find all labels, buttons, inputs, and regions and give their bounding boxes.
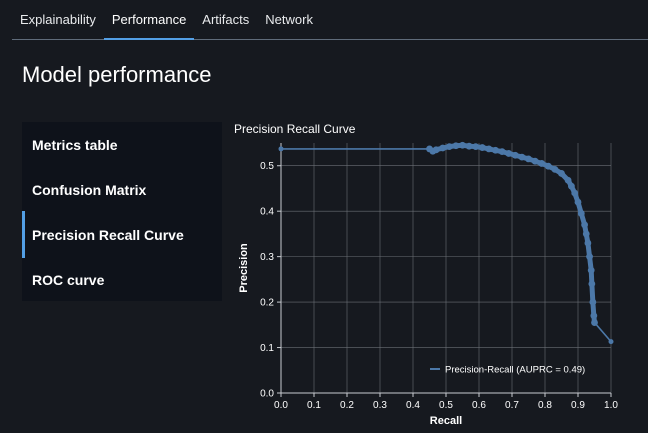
legend-label: Precision-Recall (AUPRC = 0.49)	[445, 365, 585, 376]
side-nav-item-metrics-table[interactable]: Metrics table	[32, 136, 118, 153]
x-tick-label: 1.0	[604, 400, 618, 411]
x-tick-label: 0.4	[406, 400, 420, 411]
tab-artifacts[interactable]: Artifacts	[202, 12, 250, 27]
x-tick-label: 0.8	[538, 400, 552, 411]
y-tick-label: 0.4	[260, 207, 274, 218]
x-axis-label: Recall	[430, 415, 462, 427]
x-tick-label: 0.2	[340, 400, 354, 411]
y-tick-label: 0.2	[260, 298, 274, 309]
chart-panel: Precision Recall Curve 0.0 0.1 0.2 0.3 0.4 0.…	[230, 118, 648, 433]
x-tick-label: 0.0	[274, 400, 288, 411]
x-tick-label: 0.1	[307, 400, 321, 411]
page-title: Model performance	[22, 62, 212, 87]
tab-explainability[interactable]: Explainability	[20, 12, 96, 27]
chart-title: Precision Recall Curve	[234, 122, 356, 136]
x-tick-label: 0.7	[505, 400, 519, 411]
x-tick-label: 0.5	[439, 400, 453, 411]
y-axis-label: Precision	[238, 243, 250, 293]
side-nav-item-precision-recall-curve[interactable]: Precision Recall Curve	[22, 211, 222, 258]
x-tick-label: 0.9	[571, 400, 585, 411]
y-tick-label: 0.1	[260, 343, 274, 354]
tab-network[interactable]: Network	[265, 12, 313, 27]
precision-recall-chart: 0.0 0.1 0.2 0.3 0.4 0.5 0.6 0.7 0.8 0.9 1.0 0.0 0.1 0…	[238, 141, 618, 427]
side-nav-item-confusion-matrix[interactable]: Confusion Matrix	[32, 181, 147, 198]
side-navigation: Metrics table Confusion Matrix Precision…	[22, 122, 222, 301]
y-tick-label: 0.0	[260, 389, 274, 400]
tab-bar: Explainability Performance Artifacts Net…	[12, 0, 648, 40]
tab-performance[interactable]: Performance	[103, 0, 195, 40]
pr-data-point	[278, 146, 284, 152]
y-tick-label: 0.3	[260, 252, 274, 263]
pr-series-band	[427, 142, 597, 326]
x-tick-label: 0.6	[472, 400, 486, 411]
y-tick-label: 0.5	[260, 161, 274, 172]
pr-data-point	[608, 339, 614, 345]
x-tick-label: 0.3	[373, 400, 387, 411]
side-nav-item-roc-curve[interactable]: ROC curve	[32, 271, 105, 288]
